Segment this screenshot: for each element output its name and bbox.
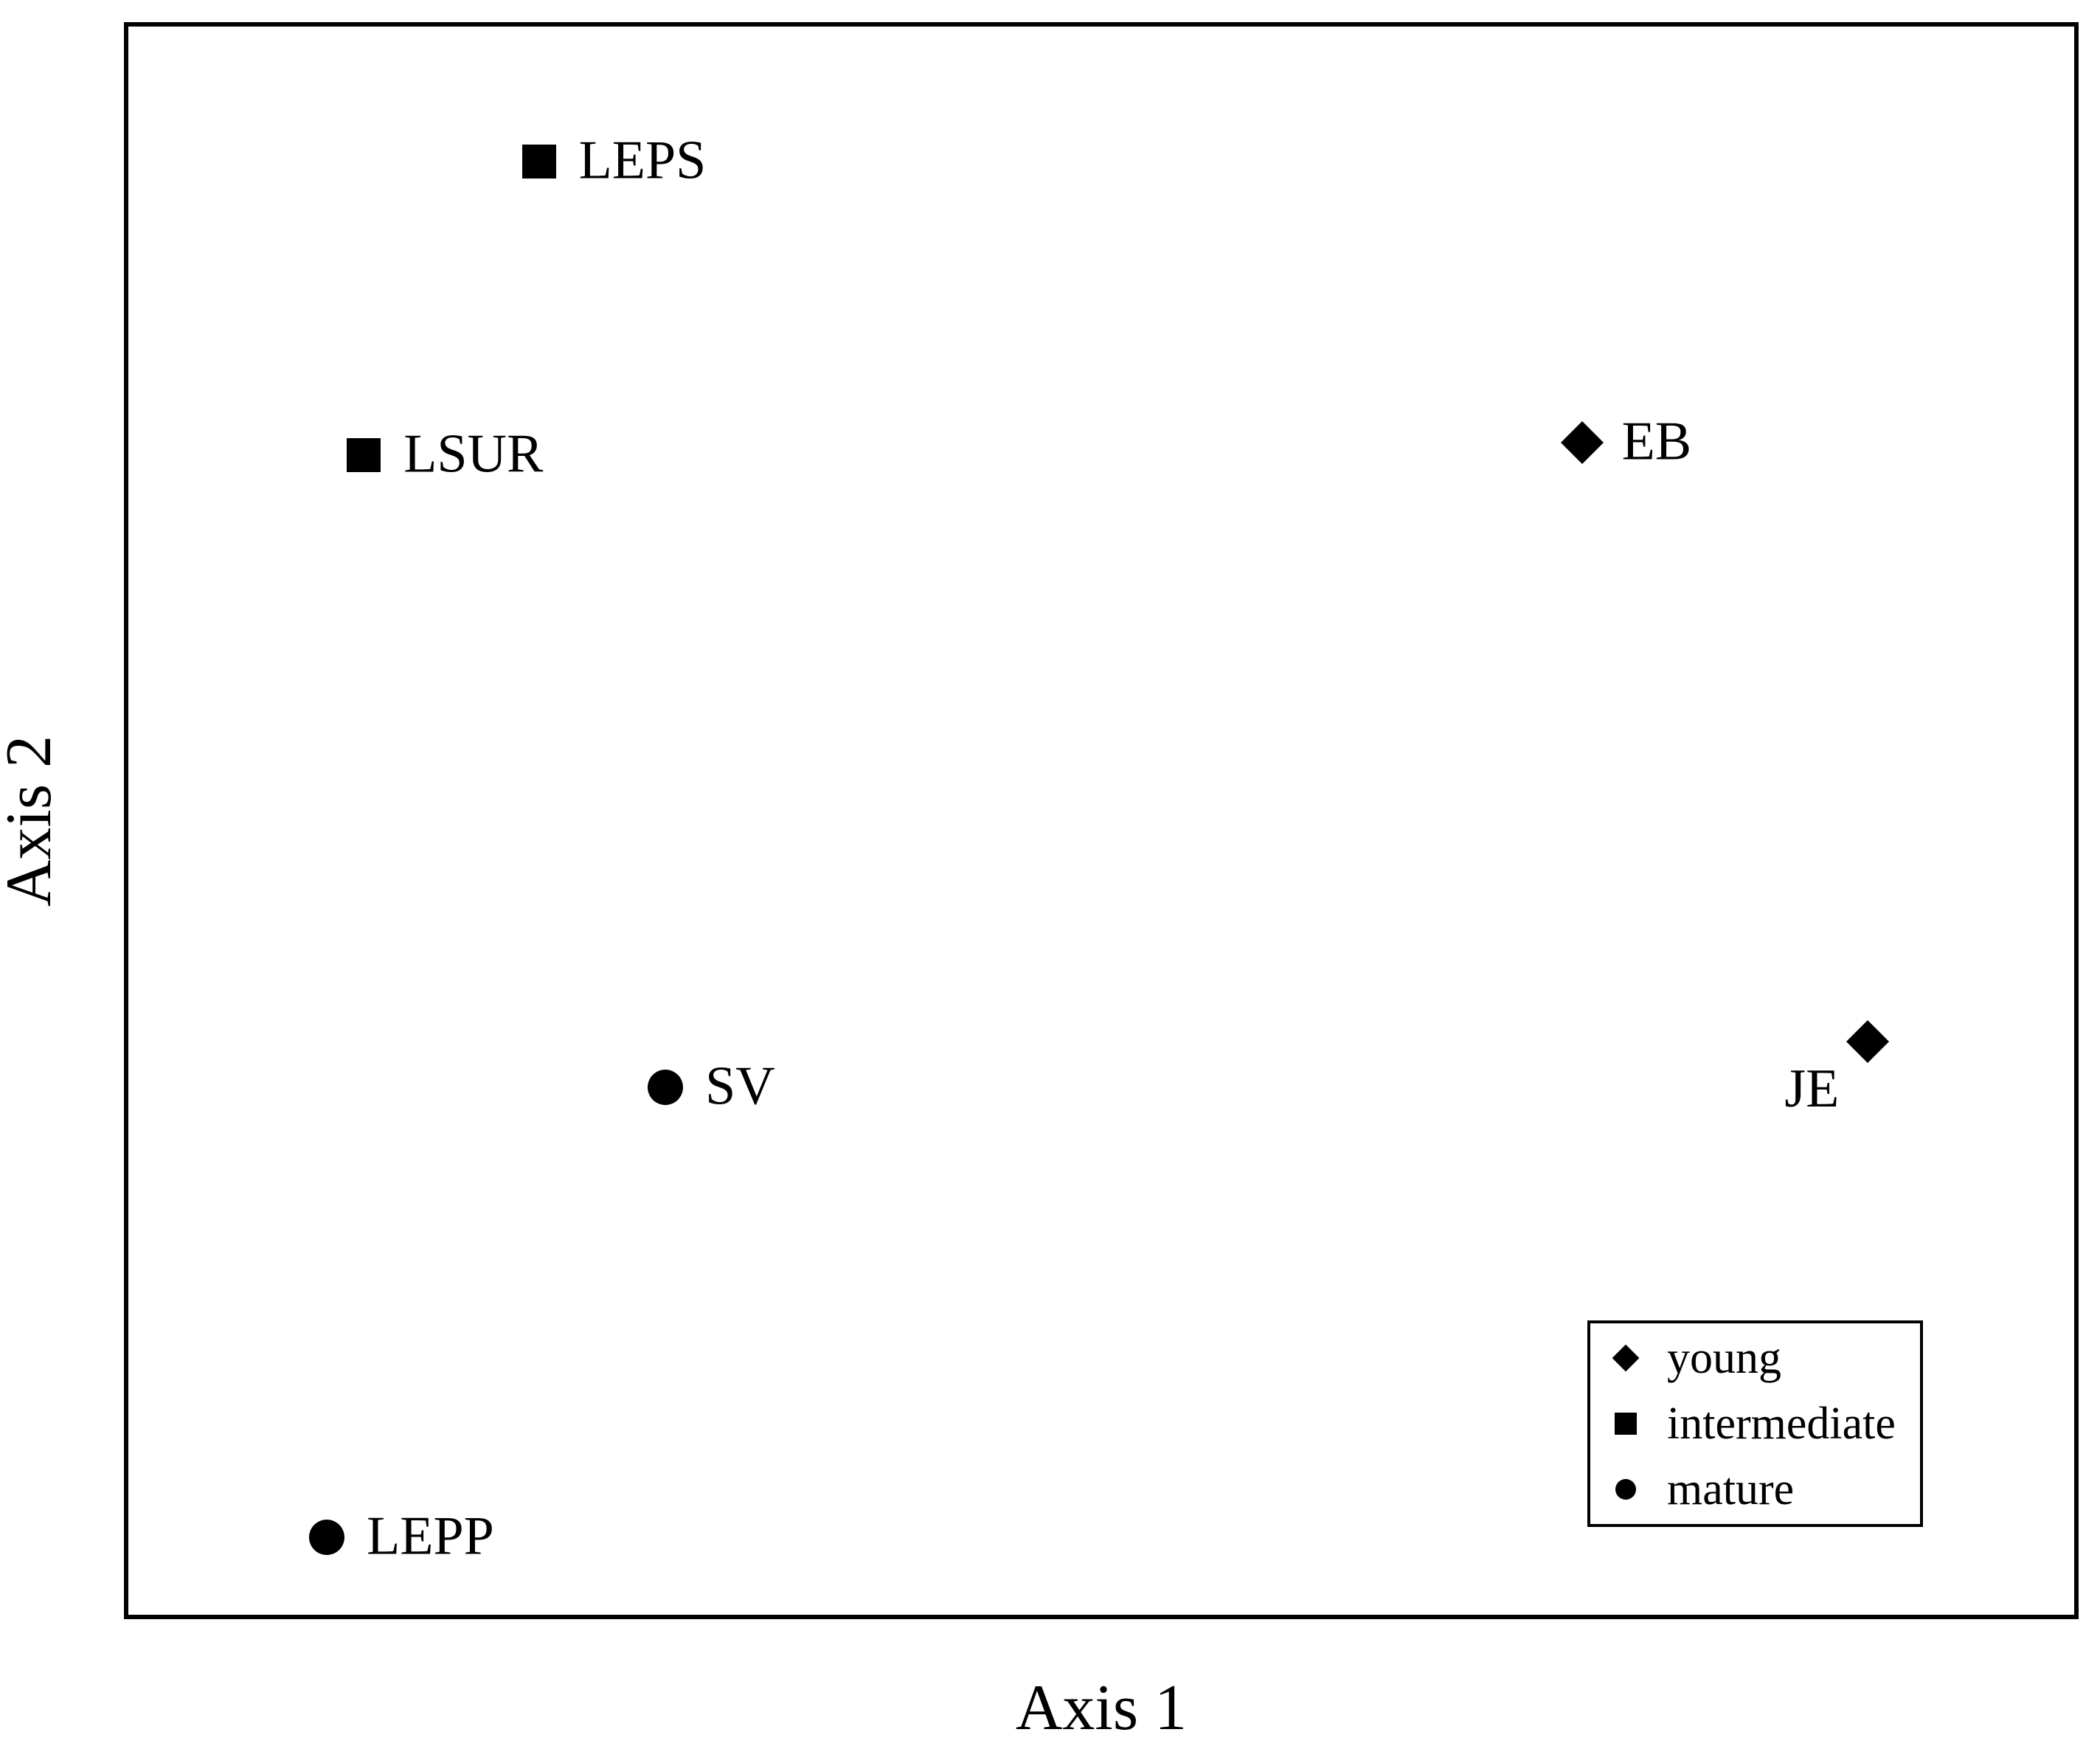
legend-marker-cell [1590,1344,1661,1372]
point-label-lepp: LEPP [367,1506,494,1567]
point-label-lsur: LSUR [403,423,544,485]
y-axis-label: Axis 2 [0,735,65,907]
point-label-je: JE [1784,1058,1840,1119]
legend-label: young [1667,1333,1781,1383]
legend-marker-cell [1590,1413,1661,1435]
square-marker-lsur [347,438,381,473]
point-label-eb: EB [1621,411,1692,472]
legend-item-young: young [1590,1327,1920,1389]
circle-marker-lepp [309,1519,345,1555]
circle-icon [1615,1479,1636,1500]
legend-item-mature: mature [1590,1458,1920,1520]
x-axis-label: Axis 1 [1015,1672,1188,1744]
legend-item-intermediate: intermediate [1590,1393,1920,1455]
plot-area: young intermediate mature EB JE LEPS LSUR SV LE… [124,22,2079,1619]
legend-marker-cell [1590,1479,1661,1500]
legend-label: intermediate [1667,1399,1896,1449]
legend: young intermediate mature [1587,1320,1923,1527]
diamond-marker-je [1846,1019,1890,1063]
point-label-sv: SV [705,1056,775,1117]
square-marker-leps [521,145,556,179]
legend-label: mature [1667,1464,1795,1514]
circle-marker-sv [648,1070,684,1106]
diamond-marker-eb [1560,421,1604,465]
diamond-icon [1612,1344,1640,1372]
point-label-leps: LEPS [578,130,707,191]
square-icon [1615,1413,1637,1435]
